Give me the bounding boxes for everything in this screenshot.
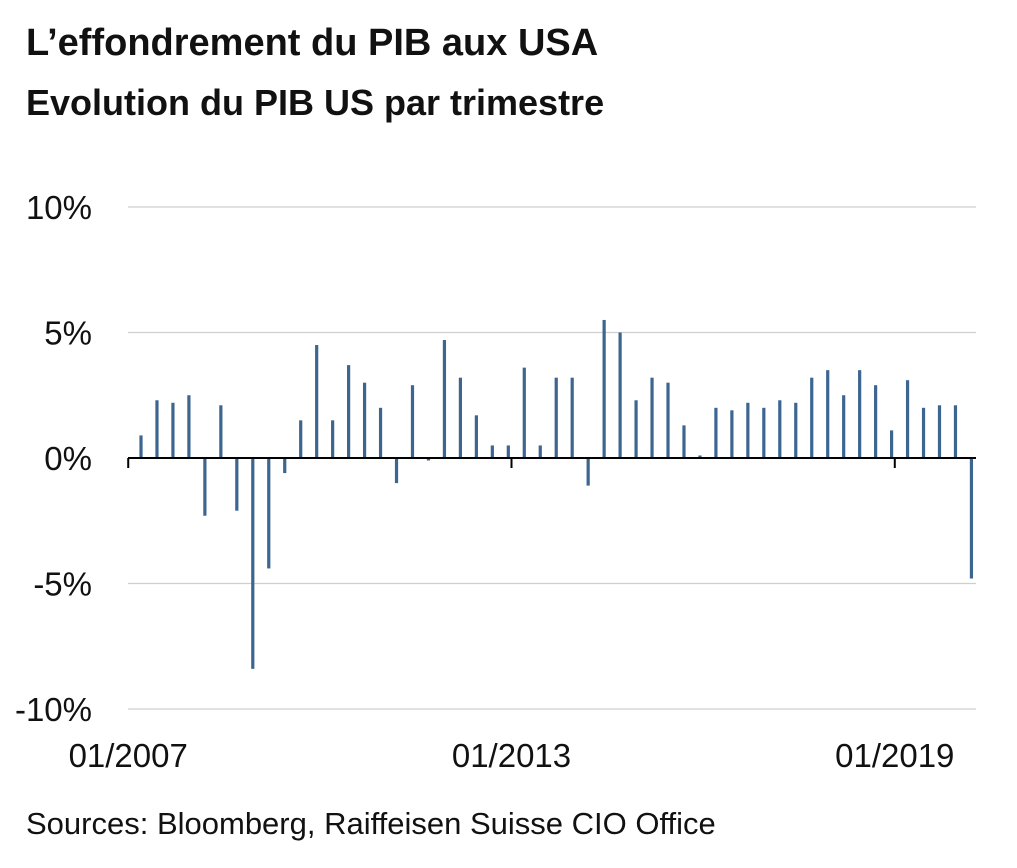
bar-2019Q4 [953,405,958,458]
x-tick-label: 01/2013 [452,737,571,774]
x-tick-label: 01/2007 [69,737,188,774]
bar-2018Q1 [842,395,846,458]
bar-2011Q4 [442,340,447,458]
bar-2012Q1 [458,377,462,458]
bar-2007Q1 [139,435,143,458]
y-tick-label: 10% [26,189,92,226]
bar-2013Q3 [554,377,558,458]
bar-2016Q4 [762,407,766,458]
bar-2014Q3 [618,332,622,458]
bar-2017Q4 [826,370,830,458]
bar-2015Q2 [666,382,670,458]
bar-2019Q3 [937,405,942,458]
bar-2019Q1 [905,380,910,458]
x-tick-label: 01/2019 [835,737,954,774]
bar-2019Q2 [921,407,926,458]
bar-2010Q3 [362,382,367,458]
x-axis-ticks: 01/2007 01/2013 01/2019 [69,458,954,774]
bar-2009Q1 [267,458,271,569]
bar-2008Q2 [219,405,223,458]
bar-2017Q1 [778,400,782,458]
bar-2016Q1 [714,407,718,458]
bar-2018Q3 [874,385,878,458]
chart-title: L’effondrement du PIB aux USA [26,22,599,64]
bar-2012Q4 [506,445,510,458]
chart-subtitle: Evolution du PIB US par trimestre [26,82,605,123]
bar-2009Q2 [283,458,287,474]
bar-2014Q4 [634,400,638,458]
y-axis-ticks: 10% 5% 0% -5% -10% [15,189,92,728]
y-tick-label: 5% [44,315,92,352]
y-tick-label: -10% [15,691,92,728]
bar-2018Q4 [889,430,894,458]
bar-2017Q3 [810,377,814,458]
bar-2011Q1 [394,458,399,484]
bar-2018Q2 [858,370,862,458]
bar-2010Q1 [331,420,335,458]
bar-2015Q1 [650,377,654,458]
bar-2014Q2 [602,319,606,458]
bar-2009Q3 [299,420,303,458]
bar-2010Q4 [378,407,383,458]
bar-2015Q4 [698,455,702,458]
bar-2009Q4 [315,345,319,458]
bar-2008Q4 [251,458,255,669]
source-note: Sources: Bloomberg, Raiffeisen Suisse CI… [26,806,716,841]
bar-2007Q4 [187,395,191,458]
bar-2008Q3 [235,458,239,511]
bar-2010Q2 [347,365,351,458]
bar-2007Q3 [171,402,175,458]
bar-2013Q4 [570,377,574,458]
bar-2013Q2 [538,445,542,458]
bar-2016Q3 [746,402,750,458]
y-tick-label: 0% [44,440,92,477]
gridlines [128,206,976,710]
bar-2007Q2 [155,400,159,458]
bar-2017Q2 [794,402,798,458]
bar-2013Q1 [522,367,526,458]
bar-2016Q2 [730,410,734,458]
y-tick-label: -5% [33,566,92,603]
bar-2008Q1 [203,458,207,516]
bar-2011Q3 [426,458,431,461]
bars [139,319,974,669]
bar-2012Q2 [474,415,478,458]
bar-2012Q3 [490,445,494,458]
bar-2014Q1 [586,458,590,486]
bar-2015Q3 [682,425,686,458]
bar-2020Q1 [969,458,974,579]
bar-2011Q2 [410,385,415,458]
